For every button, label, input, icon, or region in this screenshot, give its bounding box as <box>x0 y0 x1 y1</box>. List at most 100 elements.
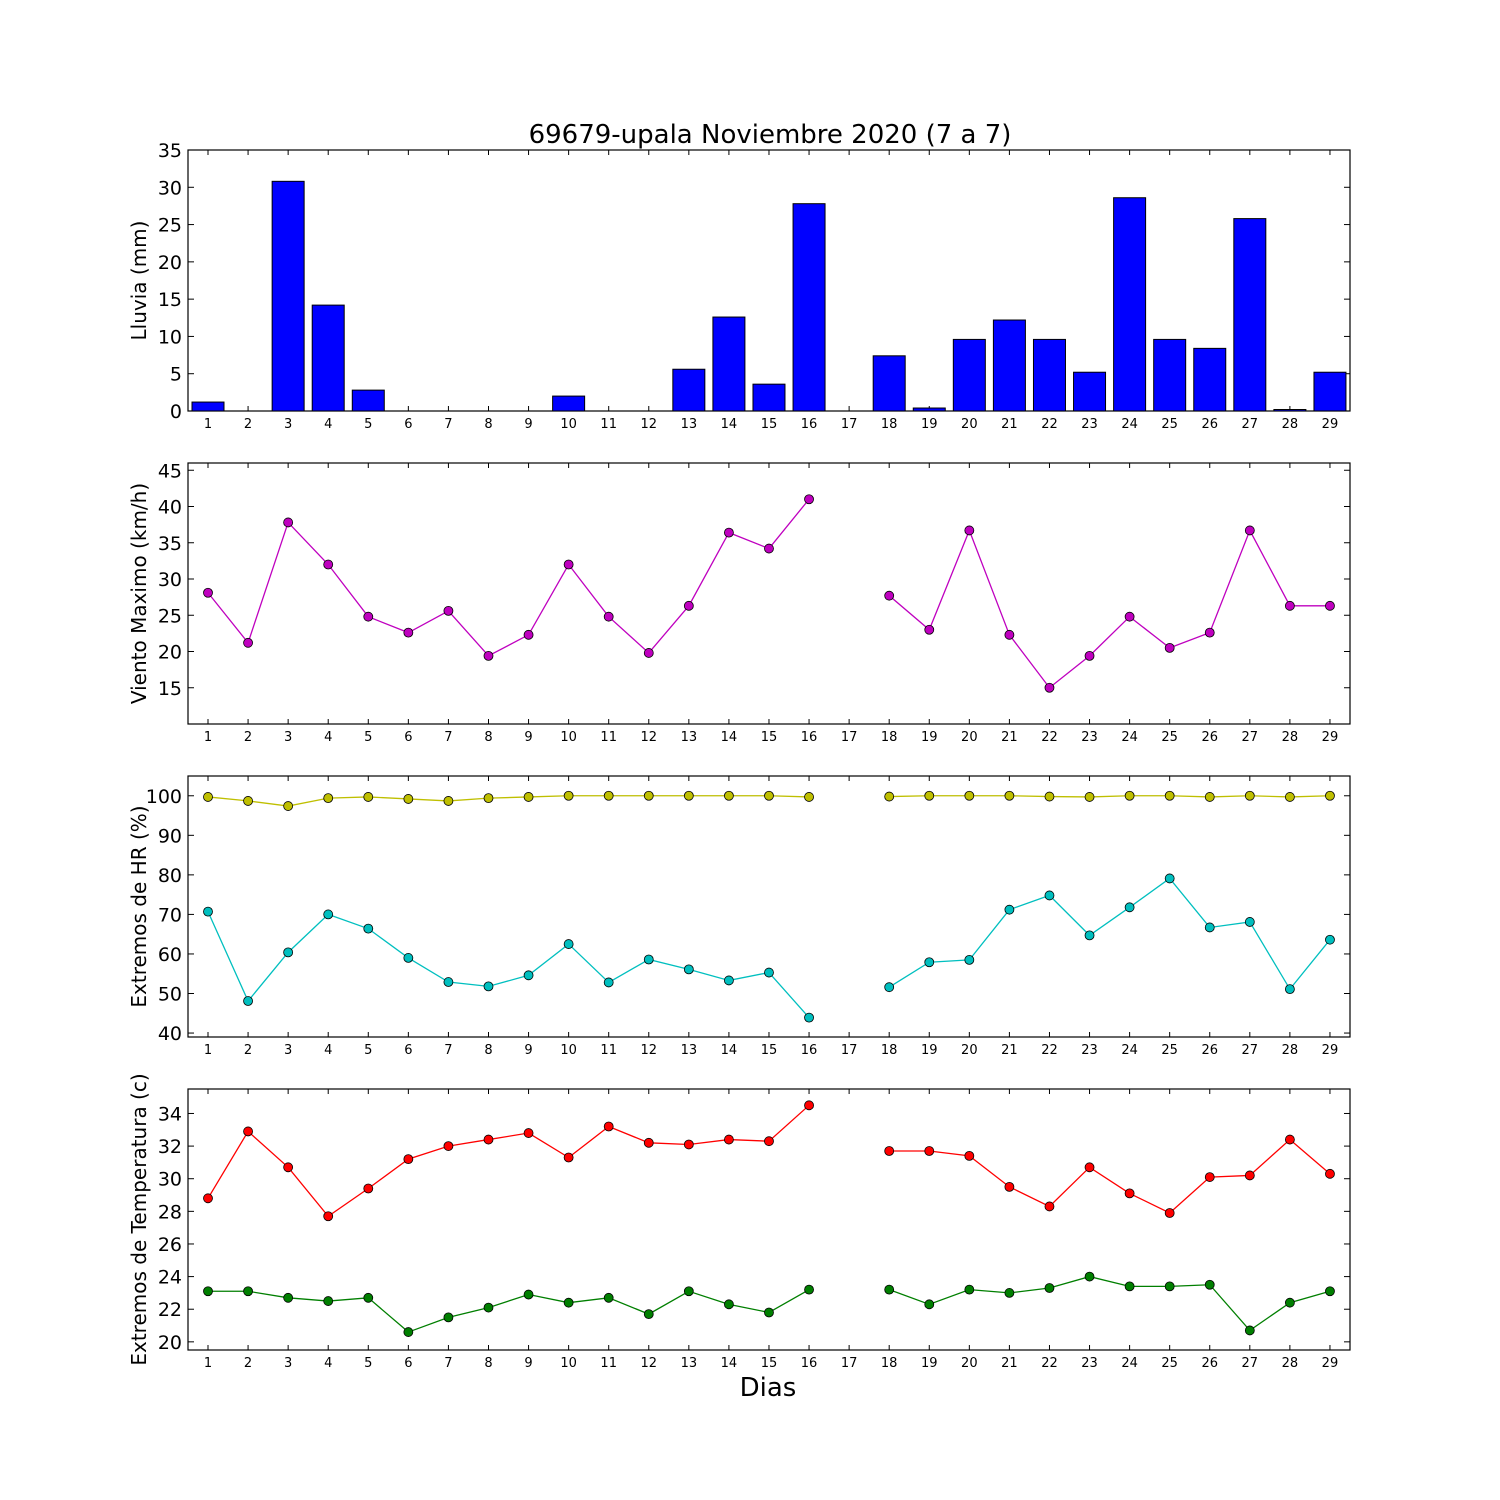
x-tick-label: 11 <box>600 1356 617 1371</box>
x-tick-label: 25 <box>1161 1043 1178 1058</box>
data-point <box>804 1284 814 1295</box>
data-point <box>1124 1281 1135 1292</box>
x-tick-label: 19 <box>921 1043 938 1058</box>
data-point <box>924 624 935 635</box>
x-tick-label: 10 <box>560 417 577 432</box>
data-point <box>1204 1279 1215 1290</box>
x-tick-label: 22 <box>1041 1356 1058 1371</box>
x-tick-label: 6 <box>404 1356 412 1371</box>
x-tick-label: 20 <box>961 730 978 745</box>
x-tick-label: 20 <box>961 1043 978 1058</box>
data-point <box>1044 791 1055 802</box>
data-point <box>243 1286 253 1297</box>
data-point <box>1044 890 1055 901</box>
y-tick-label: 10 <box>158 326 182 348</box>
data-point <box>1244 1170 1255 1181</box>
x-tick-label: 4 <box>324 1356 332 1371</box>
x-tick-label: 22 <box>1041 1043 1058 1058</box>
x-tick-label: 22 <box>1041 730 1058 745</box>
data-point <box>724 1299 734 1310</box>
x-tick-label: 26 <box>1201 1043 1218 1058</box>
series-line <box>888 1275 1331 1332</box>
data-point <box>1284 984 1295 995</box>
x-tick-label: 12 <box>640 1043 657 1058</box>
x-tick-label: 21 <box>1001 1356 1018 1371</box>
y-tick-label: 100 <box>146 786 182 808</box>
data-point <box>1204 627 1215 638</box>
x-tick-label: 8 <box>484 1356 492 1371</box>
data-point <box>203 906 213 917</box>
x-tick-label: 17 <box>841 730 858 745</box>
data-point <box>1244 917 1255 927</box>
data-point <box>964 954 975 965</box>
x-tick-label: 24 <box>1121 1356 1138 1371</box>
data-point <box>884 791 895 802</box>
bar <box>191 401 225 412</box>
data-point <box>1164 1281 1175 1292</box>
data-point <box>683 790 694 801</box>
bar <box>1032 338 1066 412</box>
data-point <box>603 1292 614 1303</box>
data-point <box>1204 792 1215 802</box>
data-point <box>443 606 454 616</box>
bar <box>912 407 946 412</box>
x-tick-label: 26 <box>1201 417 1218 432</box>
x-tick-label: 18 <box>881 730 898 745</box>
x-tick-label: 13 <box>681 1043 698 1058</box>
data-point <box>283 517 294 528</box>
x-tick-label: 11 <box>600 1043 617 1058</box>
data-point <box>884 982 895 993</box>
data-point <box>764 543 774 554</box>
data-point <box>283 801 294 811</box>
x-tick-label: 19 <box>921 417 938 432</box>
x-tick-label: 24 <box>1121 417 1138 432</box>
y-tick-label: 35 <box>158 533 182 555</box>
x-tick-label: 8 <box>484 417 492 432</box>
x-tick-label: 15 <box>761 1043 778 1058</box>
y-tick-label: 15 <box>158 678 182 700</box>
data-point <box>323 793 334 804</box>
data-point <box>683 1286 694 1297</box>
x-tick-label: 13 <box>681 1356 698 1371</box>
x-tick-label: 29 <box>1322 730 1339 745</box>
x-tick-label: 3 <box>284 730 292 745</box>
data-point <box>443 796 454 806</box>
data-point <box>603 1121 614 1132</box>
data-point <box>1124 790 1135 801</box>
x-tick-label: 3 <box>284 1043 292 1058</box>
data-point <box>804 1012 814 1023</box>
data-point <box>523 792 534 802</box>
x-tick-label: 28 <box>1282 417 1299 432</box>
data-point <box>323 1211 334 1222</box>
data-point <box>924 790 935 801</box>
x-tick-label: 21 <box>1001 730 1018 745</box>
data-point <box>243 637 253 648</box>
data-point <box>363 1183 374 1194</box>
x-tick-label: 6 <box>404 417 412 432</box>
series-line <box>889 1138 1331 1214</box>
data-point <box>443 1312 454 1323</box>
x-tick-label: 23 <box>1081 1356 1098 1371</box>
bar <box>1233 218 1267 412</box>
data-point <box>724 1134 734 1145</box>
x-tick-label: 3 <box>284 417 292 432</box>
data-point <box>1164 790 1175 801</box>
x-tick-label: 11 <box>600 417 617 432</box>
data-point <box>523 629 534 640</box>
x-tick-label: 13 <box>681 730 698 745</box>
bar <box>792 203 826 412</box>
data-point <box>724 527 734 538</box>
x-tick-label: 16 <box>801 1043 818 1058</box>
x-tick-label: 15 <box>761 730 778 745</box>
x-tick-label: 29 <box>1322 1043 1339 1058</box>
bar <box>351 389 385 412</box>
data-point <box>1284 792 1295 802</box>
x-tick-label: 17 <box>841 1356 858 1371</box>
data-point <box>563 790 574 801</box>
data-point <box>1084 1271 1095 1282</box>
data-point <box>443 1141 454 1151</box>
bar <box>712 316 746 412</box>
data-point <box>764 967 774 978</box>
x-tick-label: 23 <box>1081 730 1098 745</box>
